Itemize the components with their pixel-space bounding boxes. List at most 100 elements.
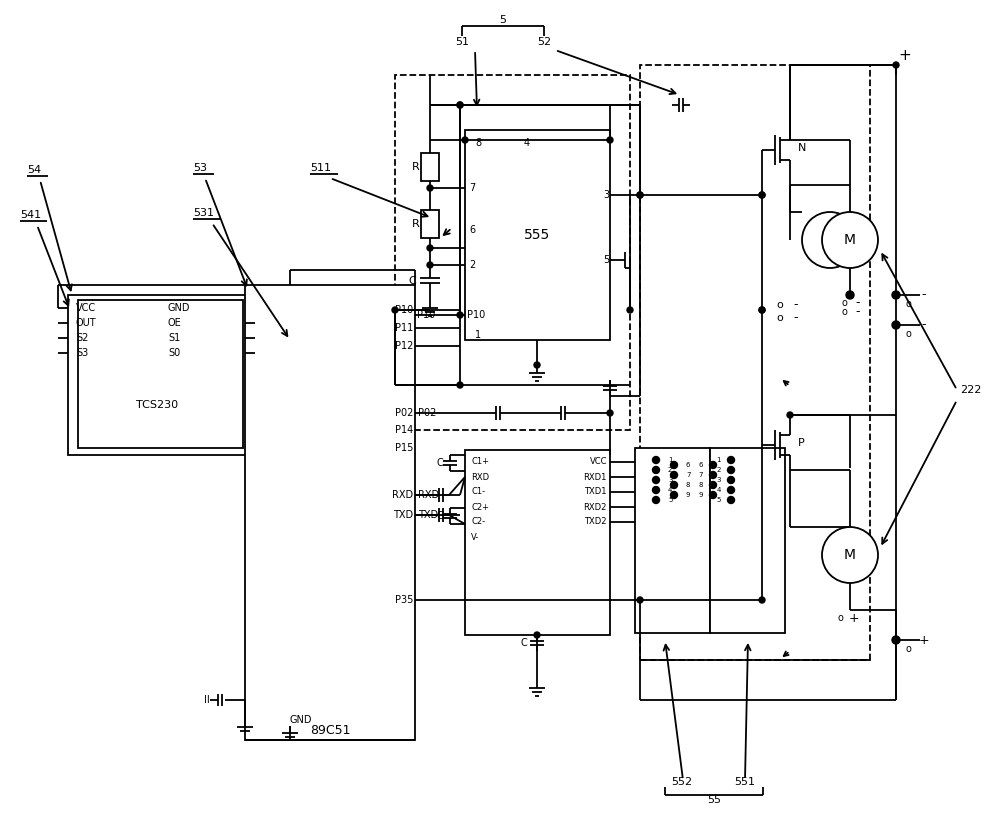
Text: RXD: RXD xyxy=(392,490,413,500)
Text: 9: 9 xyxy=(698,492,703,498)
Circle shape xyxy=(728,477,734,484)
Circle shape xyxy=(728,456,734,463)
Circle shape xyxy=(652,477,660,484)
Text: P15: P15 xyxy=(395,443,413,453)
Text: N: N xyxy=(798,143,806,153)
Bar xyxy=(245,285,415,740)
Circle shape xyxy=(759,192,765,198)
Circle shape xyxy=(728,496,734,503)
Text: 3: 3 xyxy=(668,477,672,483)
Circle shape xyxy=(759,192,765,198)
Text: OE: OE xyxy=(168,318,182,328)
Text: 9: 9 xyxy=(686,492,690,498)
Text: P11: P11 xyxy=(395,323,413,333)
Bar xyxy=(635,448,710,633)
Text: GND: GND xyxy=(290,715,312,725)
Text: 5: 5 xyxy=(603,255,609,265)
Text: 2: 2 xyxy=(717,467,721,473)
Text: TXD: TXD xyxy=(418,510,438,520)
Text: o: o xyxy=(841,307,847,317)
Text: TCS230: TCS230 xyxy=(136,400,178,410)
Text: 551: 551 xyxy=(734,777,756,787)
Text: R: R xyxy=(412,219,420,229)
Text: o: o xyxy=(837,613,843,623)
Text: TXD: TXD xyxy=(393,510,413,520)
Text: C: C xyxy=(437,458,443,468)
Text: C1-: C1- xyxy=(471,487,485,496)
Circle shape xyxy=(892,636,900,644)
Text: TXD1: TXD1 xyxy=(584,487,607,496)
Circle shape xyxy=(637,597,643,603)
Text: 8: 8 xyxy=(698,482,703,488)
Text: M: M xyxy=(824,233,836,247)
Circle shape xyxy=(670,462,678,468)
Circle shape xyxy=(846,291,854,299)
Circle shape xyxy=(822,527,878,583)
Bar xyxy=(710,448,785,633)
Text: 511: 511 xyxy=(310,163,331,173)
Text: P02: P02 xyxy=(418,408,436,418)
Text: 1: 1 xyxy=(716,457,721,463)
Text: S0: S0 xyxy=(168,348,180,358)
Text: o: o xyxy=(777,313,783,323)
Text: TXD2: TXD2 xyxy=(584,517,607,526)
Circle shape xyxy=(670,472,678,478)
Text: 1: 1 xyxy=(668,457,672,463)
Circle shape xyxy=(627,307,633,313)
Circle shape xyxy=(892,321,900,329)
Text: RXD: RXD xyxy=(418,490,439,500)
Circle shape xyxy=(457,102,463,108)
Circle shape xyxy=(652,456,660,463)
Text: 6: 6 xyxy=(469,225,475,235)
Text: P02: P02 xyxy=(395,408,413,418)
Text: 5: 5 xyxy=(500,15,507,25)
Text: 89C51: 89C51 xyxy=(310,724,350,737)
Circle shape xyxy=(892,291,900,299)
Bar xyxy=(640,65,870,660)
Circle shape xyxy=(710,472,716,478)
Text: R: R xyxy=(412,162,420,172)
Text: 531: 531 xyxy=(193,208,214,218)
Text: RXD: RXD xyxy=(471,472,489,481)
Circle shape xyxy=(710,462,716,468)
Bar xyxy=(465,130,610,340)
Circle shape xyxy=(710,491,716,499)
Text: 222: 222 xyxy=(960,385,981,395)
Circle shape xyxy=(392,307,398,313)
Text: OUT: OUT xyxy=(76,318,97,328)
Text: -: - xyxy=(856,305,860,318)
Circle shape xyxy=(802,212,858,268)
Bar xyxy=(395,75,630,430)
Circle shape xyxy=(710,481,716,489)
Text: P: P xyxy=(798,438,805,448)
Text: 52: 52 xyxy=(537,37,551,47)
Circle shape xyxy=(787,412,793,418)
Text: 8: 8 xyxy=(475,138,481,148)
Text: C2-: C2- xyxy=(471,517,485,526)
Circle shape xyxy=(652,467,660,473)
Text: P10: P10 xyxy=(395,305,413,315)
Text: M: M xyxy=(844,233,856,247)
Text: C2+: C2+ xyxy=(471,503,489,512)
Text: 2: 2 xyxy=(469,260,475,270)
Circle shape xyxy=(457,382,463,388)
Text: 6: 6 xyxy=(698,462,703,468)
Bar xyxy=(78,300,243,448)
Circle shape xyxy=(534,362,540,368)
Text: RXD2: RXD2 xyxy=(584,503,607,512)
Text: VCC: VCC xyxy=(590,458,607,467)
Text: o: o xyxy=(841,298,847,308)
Text: P14: P14 xyxy=(395,425,413,435)
Circle shape xyxy=(427,245,433,251)
Text: P10: P10 xyxy=(417,310,435,320)
Text: -: - xyxy=(794,299,798,312)
Text: 5: 5 xyxy=(668,497,672,503)
Text: 53: 53 xyxy=(193,163,207,173)
Text: VCC: VCC xyxy=(76,303,96,313)
Text: 555: 555 xyxy=(524,228,550,242)
Circle shape xyxy=(462,137,468,143)
Text: S3: S3 xyxy=(76,348,88,358)
Text: -: - xyxy=(794,312,798,325)
Text: 4: 4 xyxy=(717,487,721,493)
Text: C: C xyxy=(408,276,416,286)
